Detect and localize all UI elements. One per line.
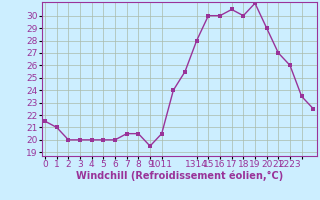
X-axis label: Windchill (Refroidissement éolien,°C): Windchill (Refroidissement éolien,°C) (76, 171, 283, 181)
